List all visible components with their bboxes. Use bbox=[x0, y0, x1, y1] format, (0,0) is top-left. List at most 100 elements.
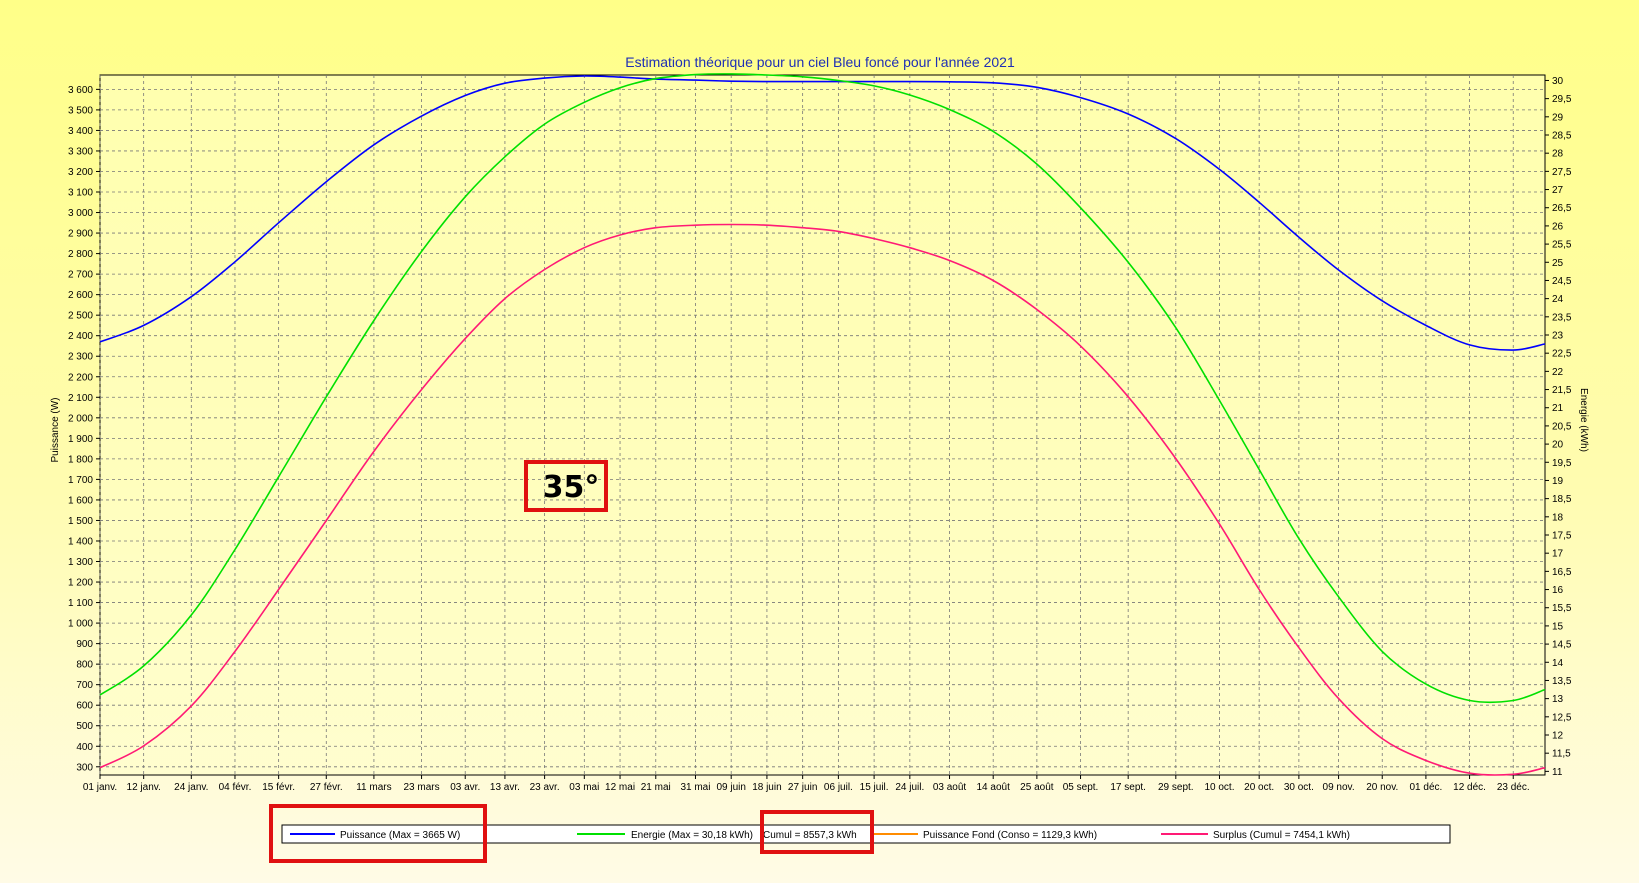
y-tick-label: 700 bbox=[76, 680, 93, 691]
y2-axis-label: Energie (kWh) bbox=[1578, 388, 1589, 452]
y2-tick-label: 28,5 bbox=[1552, 131, 1572, 142]
y2-tick-label: 24 bbox=[1552, 294, 1564, 305]
y2-tick-label: 14,5 bbox=[1552, 640, 1572, 651]
y-tick-label: 1 700 bbox=[68, 475, 93, 486]
y-tick-label: 1 000 bbox=[68, 619, 93, 630]
chart-title: Estimation théorique pour un ciel Bleu f… bbox=[625, 54, 1015, 70]
x-tick-label: 31 mai bbox=[680, 782, 710, 793]
angle-annotation-box bbox=[524, 460, 608, 512]
series-line-surplus bbox=[99, 223, 1546, 776]
y2-tick-label: 27 bbox=[1552, 185, 1564, 196]
y-tick-label: 2 800 bbox=[68, 249, 93, 260]
x-tick-label: 12 déc. bbox=[1453, 782, 1486, 793]
y-tick-label: 2 900 bbox=[68, 229, 93, 240]
y2-tick-label: 21,5 bbox=[1552, 385, 1572, 396]
x-tick-label: 24 juil. bbox=[895, 782, 924, 793]
y2-tick-label: 19,5 bbox=[1552, 458, 1572, 469]
y2-tick-label: 13 bbox=[1552, 694, 1564, 705]
y2-tick-label: 20 bbox=[1552, 440, 1564, 451]
x-tick-label: 12 mai bbox=[605, 782, 635, 793]
y-tick-label: 2 000 bbox=[68, 413, 93, 424]
highlight-puissance-max bbox=[269, 804, 487, 863]
legend-label-energie: Energie (Max = 30,18 kWh) bbox=[631, 830, 753, 841]
y2-tick-label: 27,5 bbox=[1552, 167, 1572, 178]
y-tick-label: 1 900 bbox=[68, 434, 93, 445]
legend: Puissance (Max = 3665 W) Energie (Max = … bbox=[281, 824, 1451, 844]
x-tick-label: 03 avr. bbox=[450, 782, 480, 793]
series-line-energie bbox=[99, 73, 1546, 703]
y-tick-label: 2 400 bbox=[68, 331, 93, 342]
y2-tick-label: 14 bbox=[1552, 658, 1564, 669]
angle-annotation: 35° bbox=[543, 470, 600, 505]
y2-tick-label: 24,5 bbox=[1552, 276, 1572, 287]
y-tick-label: 900 bbox=[76, 639, 93, 650]
y-tick-label: 400 bbox=[76, 742, 93, 753]
x-tick-label: 29 sept. bbox=[1158, 782, 1194, 793]
y2-tick-label: 23 bbox=[1552, 331, 1564, 342]
y2-tick-label: 15 bbox=[1552, 621, 1564, 632]
y-tick-label: 3 400 bbox=[68, 126, 93, 137]
x-tick-label: 11 mars bbox=[356, 782, 391, 793]
y2-tick-label: 13,5 bbox=[1552, 676, 1572, 687]
y2-tick-label: 25,5 bbox=[1552, 240, 1572, 251]
y2-tick-label: 29,5 bbox=[1552, 94, 1572, 105]
y2-tick-label: 26,5 bbox=[1552, 203, 1572, 214]
y2-tick-label: 17,5 bbox=[1552, 531, 1572, 542]
y2-tick-label: 11 bbox=[1552, 767, 1563, 778]
y2-tick-label: 20,5 bbox=[1552, 421, 1572, 432]
x-tick-label: 12 janv. bbox=[127, 782, 161, 793]
x-tick-label: 27 févr. bbox=[310, 782, 343, 793]
y2-tick-label: 15,5 bbox=[1552, 603, 1572, 614]
x-tick-label: 20 oct. bbox=[1244, 782, 1274, 793]
y2-tick-label: 16 bbox=[1552, 585, 1564, 596]
y2-tick-label: 11,5 bbox=[1552, 749, 1571, 760]
y-tick-label: 3 100 bbox=[68, 188, 93, 199]
left-axis-ticks: 300 400 500 600 700 800 900 1 000 1 100 1 200 1 30… bbox=[68, 85, 100, 773]
legend-label-surplus: Surplus (Cumul = 7454,1 kWh) bbox=[1213, 830, 1350, 841]
x-tick-label: 24 janv. bbox=[174, 782, 208, 793]
x-tick-label: 09 nov. bbox=[1323, 782, 1355, 793]
legend-label-cumul: Cumul = 8557,3 kWh bbox=[763, 830, 857, 841]
y-tick-label: 600 bbox=[76, 701, 93, 712]
x-tick-label: 09 juin bbox=[716, 782, 745, 793]
y-tick-label: 2 700 bbox=[68, 270, 93, 281]
x-tick-label: 23 déc. bbox=[1497, 782, 1530, 793]
x-axis-ticks: 01 janv. 12 janv. 24 janv. 04 févr. 15 févr.… bbox=[83, 775, 1530, 793]
y-tick-label: 2 600 bbox=[68, 290, 93, 301]
y2-tick-label: 25 bbox=[1552, 258, 1564, 269]
series-group bbox=[99, 73, 1546, 776]
y-tick-label: 1 100 bbox=[68, 598, 93, 609]
y-tick-label: 1 300 bbox=[68, 557, 93, 568]
y-tick-label: 1 400 bbox=[68, 536, 93, 547]
x-tick-label: 14 août bbox=[977, 782, 1011, 793]
y2-tick-label: 16,5 bbox=[1552, 567, 1572, 578]
y2-tick-label: 22,5 bbox=[1552, 349, 1572, 360]
highlight-cumul bbox=[760, 810, 874, 854]
x-tick-label: 21 mai bbox=[641, 782, 671, 793]
x-tick-label: 23 avr. bbox=[530, 782, 560, 793]
y2-tick-label: 17 bbox=[1552, 549, 1564, 560]
x-tick-label: 25 août bbox=[1020, 782, 1054, 793]
y2-tick-label: 22 bbox=[1552, 367, 1564, 378]
x-tick-label: 17 sept. bbox=[1110, 782, 1146, 793]
y2-tick-label: 26 bbox=[1552, 221, 1564, 232]
y-tick-label: 2 200 bbox=[68, 372, 93, 383]
y-tick-label: 2 500 bbox=[68, 311, 93, 322]
right-axis-ticks: 11 11,5 12 12,5 13 13,5 14 14,5 15 15,5 16 16,5 17 17… bbox=[1545, 76, 1572, 778]
y-tick-label: 2 100 bbox=[68, 393, 93, 404]
x-tick-label: 15 févr. bbox=[262, 782, 295, 793]
x-tick-label: 03 août bbox=[933, 782, 967, 793]
x-tick-label: 23 mars bbox=[403, 782, 439, 793]
x-tick-label: 06 juil. bbox=[824, 782, 853, 793]
y2-tick-label: 12,5 bbox=[1552, 712, 1572, 723]
y-tick-label: 2 300 bbox=[68, 352, 93, 363]
y-tick-label: 1 800 bbox=[68, 454, 93, 465]
x-tick-label: 05 sept. bbox=[1063, 782, 1099, 793]
y2-tick-label: 23,5 bbox=[1552, 312, 1572, 323]
y2-tick-label: 28 bbox=[1552, 149, 1564, 160]
series-line-puissance bbox=[99, 75, 1546, 351]
y-tick-label: 3 200 bbox=[68, 167, 93, 178]
legend-box bbox=[281, 824, 1451, 844]
y-tick-label: 1 200 bbox=[68, 578, 93, 589]
